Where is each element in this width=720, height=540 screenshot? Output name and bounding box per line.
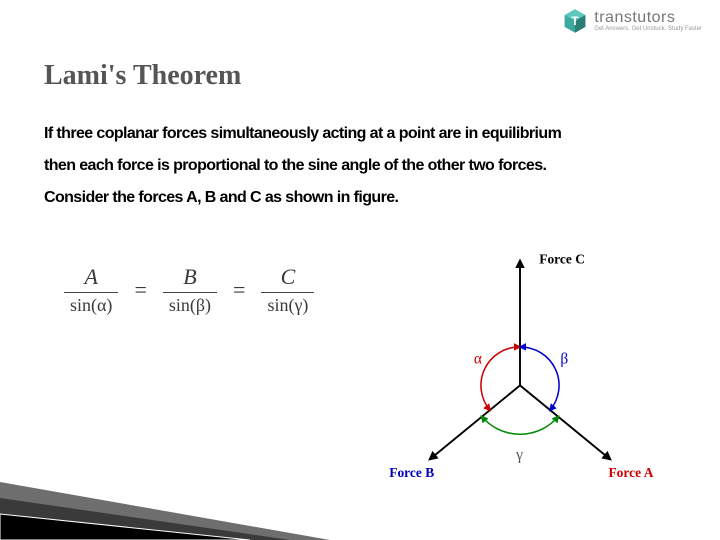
force-b-vector — [430, 385, 520, 459]
numerator-a: A — [76, 264, 105, 292]
force-a-label: Force A — [608, 465, 653, 480]
fraction-c: C sin(γ) — [261, 264, 314, 316]
force-c-label: Force C — [539, 251, 585, 266]
brand-text: transtutors Get Answers. Get Unstuck. St… — [594, 10, 702, 32]
equals-icon: = — [130, 277, 150, 303]
body-line-3: Consider the forces A, B and C as shown … — [44, 182, 680, 214]
brand-tagline: Get Answers. Get Unstuck. Study Faster — [594, 26, 702, 32]
alpha-symbol: α — [474, 350, 482, 367]
gamma-symbol: γ — [515, 446, 523, 463]
fraction-b: B sin(β) — [163, 264, 217, 316]
slide: T transtutors Get Answers. Get Unstuck. … — [0, 0, 720, 540]
brand-logo: T transtutors Get Answers. Get Unstuck. … — [562, 8, 702, 34]
brand-name: transtutors — [594, 10, 702, 26]
denominator-a: sin(α) — [64, 293, 118, 316]
fraction-a: A sin(α) — [64, 264, 118, 316]
body-line-1: If three coplanar forces simultaneously … — [44, 118, 680, 150]
force-b-label: Force B — [389, 465, 434, 480]
beta-symbol: β — [560, 350, 568, 367]
force-diagram: Force C Force A Force B α β γ — [370, 246, 670, 496]
denominator-c: sin(γ) — [261, 293, 314, 316]
numerator-c: C — [273, 264, 304, 292]
gamma-arc — [482, 416, 559, 434]
theorem-body: If three coplanar forces simultaneously … — [44, 118, 680, 214]
body-line-2: then each force is proportional to the s… — [44, 150, 680, 182]
transtutors-icon: T — [562, 8, 588, 34]
denominator-b: sin(β) — [163, 293, 217, 316]
equals-icon: = — [229, 277, 249, 303]
force-a-vector — [520, 385, 610, 459]
numerator-b: B — [175, 264, 204, 292]
page-title: Lami's Theorem — [44, 60, 241, 92]
corner-decor — [0, 420, 360, 540]
svg-text:T: T — [572, 15, 580, 28]
lami-equation: A sin(α) = B sin(β) = C sin(γ) — [64, 264, 314, 316]
